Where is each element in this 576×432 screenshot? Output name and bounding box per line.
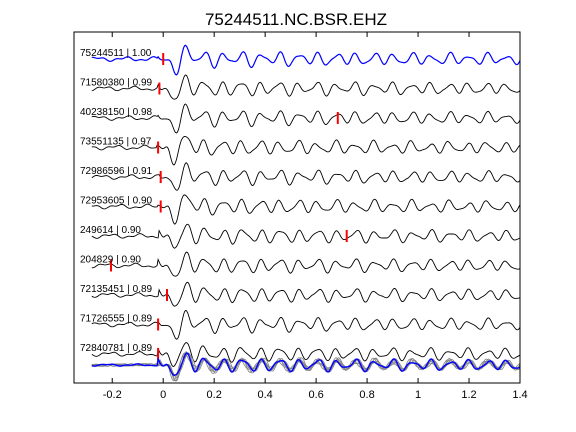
x-tick-label: 0.8 [359, 389, 374, 401]
trace-label: 72840781 | 0.89 [80, 343, 153, 354]
x-tick-label: 0.6 [308, 389, 323, 401]
trace-line [91, 194, 521, 225]
trace-label: 75244511 | 1.00 [80, 48, 152, 59]
trace-line [91, 281, 521, 307]
trace-label: 204829 | 0.90 [80, 255, 141, 266]
x-tick-label: 0 [160, 389, 166, 401]
trace-label: 72986596 | 0.91 [80, 166, 153, 177]
x-axis: -0.2 0 0.2 0.4 0.6 0.8 1 1.2 1.4 [103, 32, 528, 401]
stack-overlay [91, 351, 521, 382]
trace-line [91, 251, 521, 277]
trace-label: 72135451 | 0.89 [80, 284, 153, 295]
trace-line [91, 342, 521, 368]
trace-label: 249614 | 0.90 [80, 225, 141, 236]
trace-line [91, 136, 521, 166]
trace-line [91, 103, 521, 134]
x-tick-label: 0.2 [207, 389, 222, 401]
stack-trace [91, 352, 521, 382]
x-tick-label: 1.4 [512, 389, 527, 401]
chart-title: 75244511.NC.BSR.EHZ [205, 10, 387, 29]
trace-label: 72953605 | 0.90 [80, 196, 153, 207]
trace-line [91, 309, 521, 340]
trace-line [91, 74, 521, 100]
x-tick-label: -0.2 [103, 389, 122, 401]
trace-line [91, 162, 521, 191]
stack-mean-trace [91, 352, 521, 377]
x-tick-label: 1.2 [461, 389, 476, 401]
plot-frame [73, 31, 521, 384]
trace-label: 40238150 | 0.98 [80, 107, 153, 118]
x-tick-label: 1 [415, 389, 421, 401]
trace-label: 73551135 | 0.97 [80, 137, 152, 148]
x-tick-label: 0.4 [257, 389, 272, 401]
trace-line [91, 223, 521, 249]
trace-group: 75244511 | 1.00 71580380 | 0.99 40238150 |… [80, 44, 521, 368]
trace-line [91, 44, 521, 76]
trace-label: 71726555 | 0.89 [80, 314, 153, 325]
trace-label: 71580380 | 0.99 [80, 78, 153, 89]
